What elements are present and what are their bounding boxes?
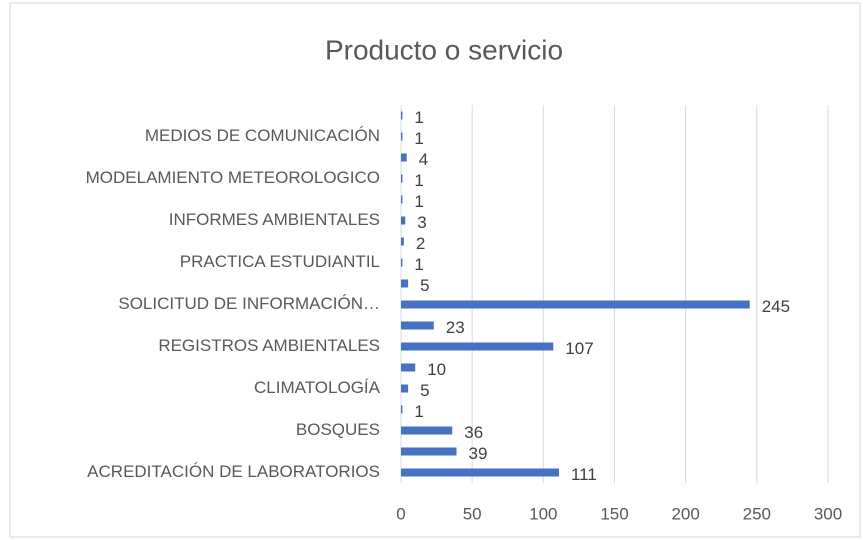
data-label: 23 [446, 318, 465, 337]
y-tick-label: SOLICITUD DE INFORMACIÓN… [118, 294, 380, 313]
bar [401, 321, 434, 330]
chart-border [9, 2, 861, 538]
y-tick-label: REGISTROS AMBIENTALES [158, 336, 380, 355]
data-label: 111 [571, 465, 597, 484]
data-label: 1 [414, 129, 423, 148]
bar [401, 363, 416, 372]
bar [401, 384, 409, 393]
bar [401, 468, 559, 477]
y-tick-label: ACREDITACIÓN DE LABORATORIOS [87, 462, 380, 481]
data-label: 4 [419, 150, 428, 169]
bar [401, 195, 403, 204]
y-tick-label: PRACTICA ESTUDIANTIL [180, 252, 380, 271]
x-tick-label: 300 [814, 504, 842, 523]
bar [401, 153, 407, 162]
data-label: 10 [427, 360, 446, 379]
data-label: 36 [464, 423, 483, 442]
y-tick-label: CLIMATOLOGÍA [254, 378, 381, 397]
data-label: 107 [565, 339, 593, 358]
y-tick-label: BOSQUES [296, 420, 380, 439]
bar [401, 174, 403, 183]
data-label: 1 [414, 108, 423, 127]
bar [401, 342, 554, 351]
data-label: 1 [414, 255, 423, 274]
bar [401, 237, 404, 246]
bar [401, 405, 403, 414]
x-tick-label: 100 [529, 504, 557, 523]
data-label: 5 [420, 276, 429, 295]
data-label: 39 [469, 444, 488, 463]
data-label: 1 [414, 192, 423, 211]
x-tick-label: 250 [743, 504, 771, 523]
bar [401, 300, 750, 309]
data-label: 3 [417, 213, 426, 232]
y-tick-label: MEDIOS DE COMUNICACIÓN [145, 126, 380, 145]
data-label: 245 [762, 297, 790, 316]
x-tick-label: 50 [463, 504, 482, 523]
x-tick-label: 0 [396, 504, 405, 523]
bar [401, 426, 453, 435]
chart-title: Producto o servicio [325, 34, 563, 65]
x-tick-label: 150 [600, 504, 628, 523]
bar [401, 447, 457, 456]
bar [401, 216, 406, 225]
data-label: 5 [420, 381, 429, 400]
bar [401, 279, 409, 288]
bar [401, 258, 403, 267]
y-tick-label: MODELAMIENTO METEOROLOGICO [86, 168, 380, 187]
y-tick-label: INFORMES AMBIENTALES [169, 210, 380, 229]
bar [401, 132, 403, 141]
data-label: 1 [414, 171, 423, 190]
bar [401, 111, 403, 120]
data-label: 1 [414, 402, 423, 421]
data-label: 2 [416, 234, 425, 253]
x-tick-label: 200 [671, 504, 699, 523]
